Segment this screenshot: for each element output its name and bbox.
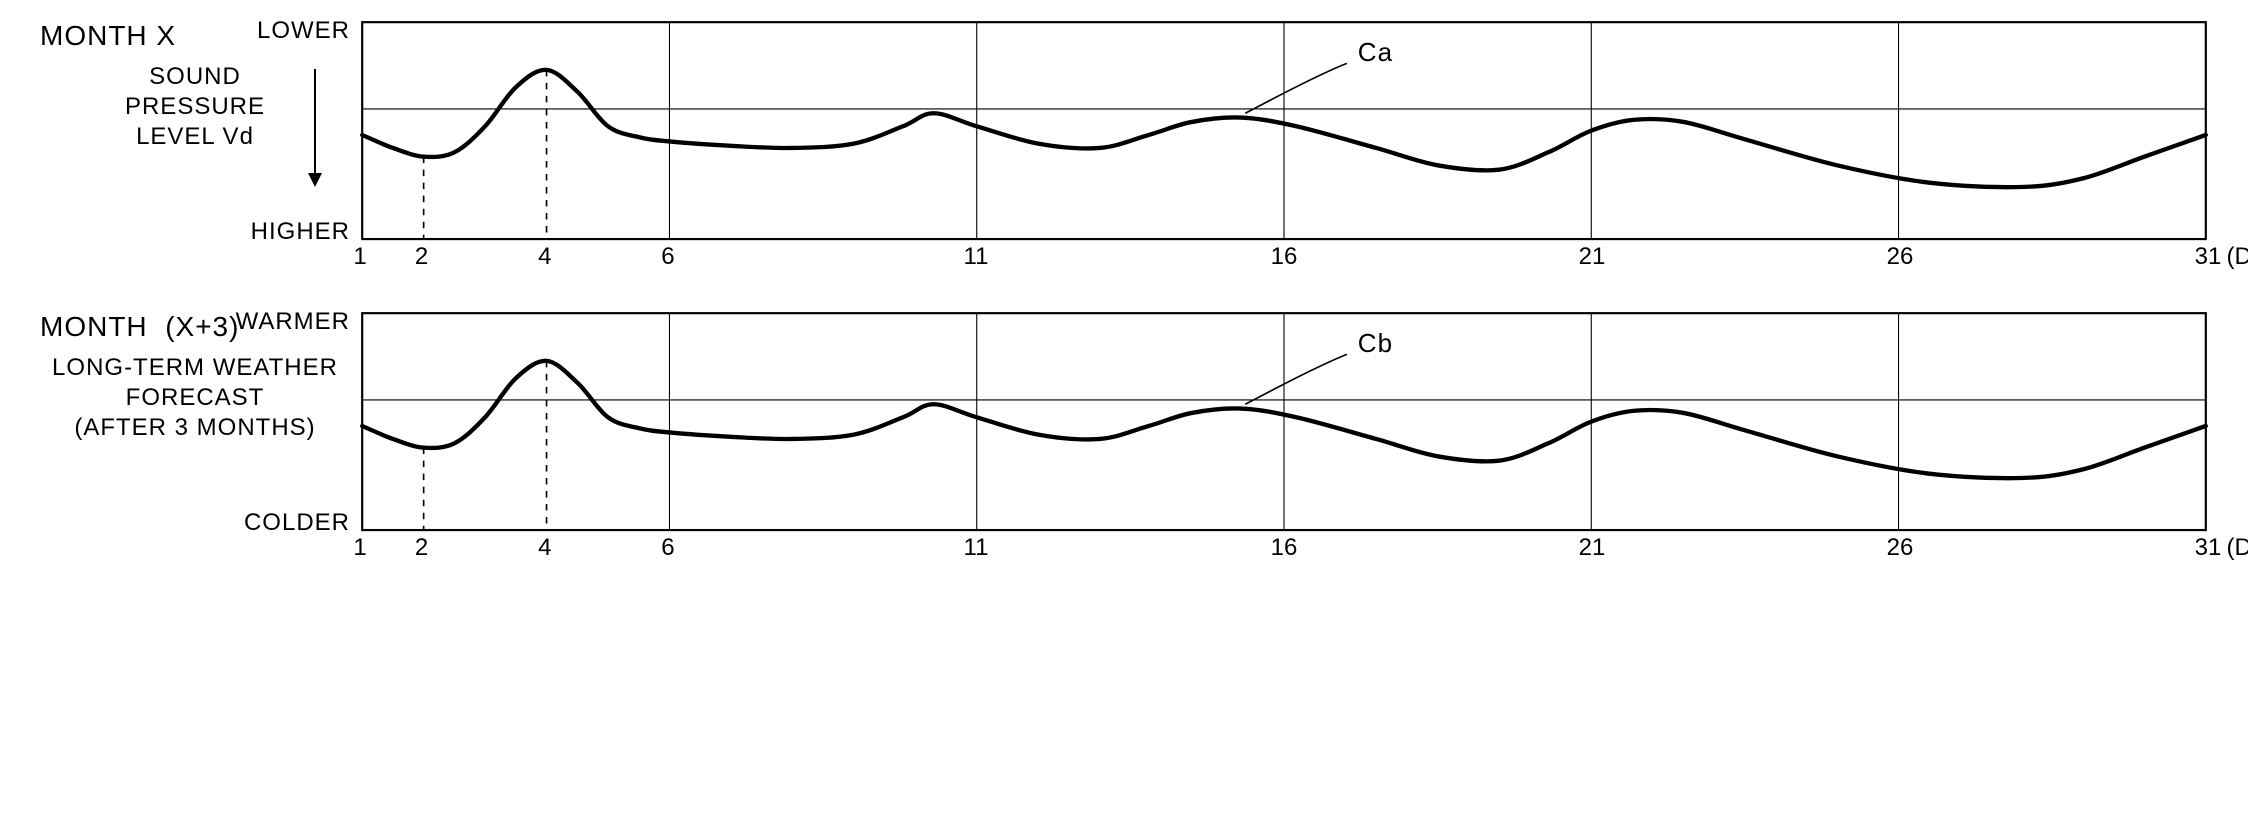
- y-bottom-label: COLDER: [244, 509, 350, 537]
- panel-labels: MONTH X SOUND PRESSURE LEVEL Vd: [40, 20, 360, 152]
- x-tick-label: 11: [964, 534, 989, 562]
- x-tick-label: 31: [2195, 243, 2222, 271]
- x-tick-label: 21: [1579, 534, 1606, 562]
- x-tick-label: 4: [538, 534, 551, 562]
- x-tick-label: 16: [1271, 243, 1298, 271]
- x-tick-label: 4: [538, 243, 551, 271]
- panel-subtitle: LONG-TERM WEATHER FORECAST (AFTER 3 MONT…: [40, 353, 350, 443]
- x-tick-label: 21: [1579, 243, 1606, 271]
- x-axis-labels: 12461116212631(DAY): [360, 241, 2208, 271]
- x-tick-label: 1: [353, 534, 366, 562]
- panel-subtitle: SOUND PRESSURE LEVEL Vd: [40, 62, 350, 152]
- x-tick-label: 1: [353, 243, 366, 271]
- line-chart: Cb: [360, 311, 2208, 532]
- panel-labels: MONTH (X+3) LONG-TERM WEATHER FORECAST (A…: [40, 311, 360, 443]
- x-tick-label: 26: [1887, 534, 1914, 562]
- annotation-leader: [1245, 63, 1347, 113]
- x-unit-label: (DAY): [2226, 534, 2248, 562]
- chart-area: LOWERHIGHERCa12461116212631(DAY): [360, 20, 2208, 271]
- x-tick-label: 16: [1271, 534, 1298, 562]
- month-title: MONTH X: [40, 20, 350, 52]
- x-tick-label: 6: [661, 243, 674, 271]
- y-bottom-label: HIGHER: [251, 218, 350, 246]
- annotation-leader: [1245, 355, 1347, 405]
- x-unit-label: (DAY): [2226, 243, 2248, 271]
- curve-annotation: Ca: [1358, 37, 1393, 67]
- x-tick-label: 6: [661, 534, 674, 562]
- x-tick-label: 31: [2195, 534, 2222, 562]
- curve-annotation: Cb: [1358, 328, 1393, 358]
- x-tick-label: 2: [415, 243, 428, 271]
- x-tick-label: 11: [964, 243, 989, 271]
- chart-panel: MONTH (X+3) LONG-TERM WEATHER FORECAST (A…: [40, 311, 2208, 562]
- line-chart: Ca: [360, 20, 2208, 241]
- month-title: MONTH (X+3): [40, 311, 350, 343]
- chart-panel: MONTH XSOUND PRESSURE LEVEL VdLOWERHIGHE…: [40, 20, 2208, 271]
- chart-area: WARMERCOLDERCb12461116212631(DAY): [360, 311, 2208, 562]
- x-tick-label: 26: [1887, 243, 1914, 271]
- x-tick-label: 2: [415, 534, 428, 562]
- x-axis-labels: 12461116212631(DAY): [360, 532, 2208, 562]
